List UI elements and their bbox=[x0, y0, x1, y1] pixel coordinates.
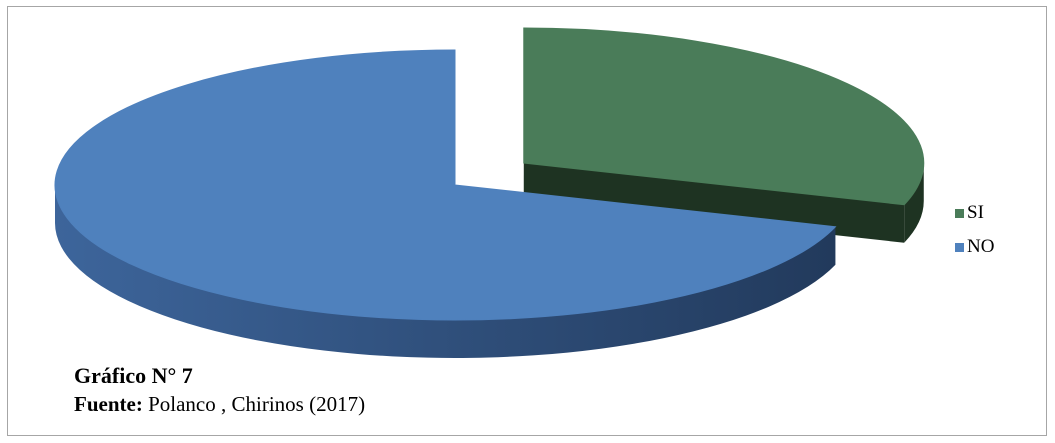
legend-item-no: NO bbox=[955, 230, 994, 264]
chart-legend: SI NO bbox=[955, 196, 994, 264]
source-text: Polanco , Chirinos (2017) bbox=[143, 392, 365, 416]
legend-swatch-no bbox=[955, 243, 964, 252]
figure-caption: Gráfico N° 7 Fuente: Polanco , Chirinos … bbox=[74, 362, 365, 418]
legend-label-no: NO bbox=[967, 236, 994, 258]
source-label: Fuente: bbox=[74, 392, 143, 416]
figure-number: Gráfico N° 7 bbox=[74, 362, 365, 390]
legend-swatch-si bbox=[955, 209, 964, 218]
figure-source: Fuente: Polanco , Chirinos (2017) bbox=[74, 390, 365, 418]
legend-label-si: SI bbox=[967, 202, 984, 224]
legend-item-si: SI bbox=[955, 196, 994, 230]
